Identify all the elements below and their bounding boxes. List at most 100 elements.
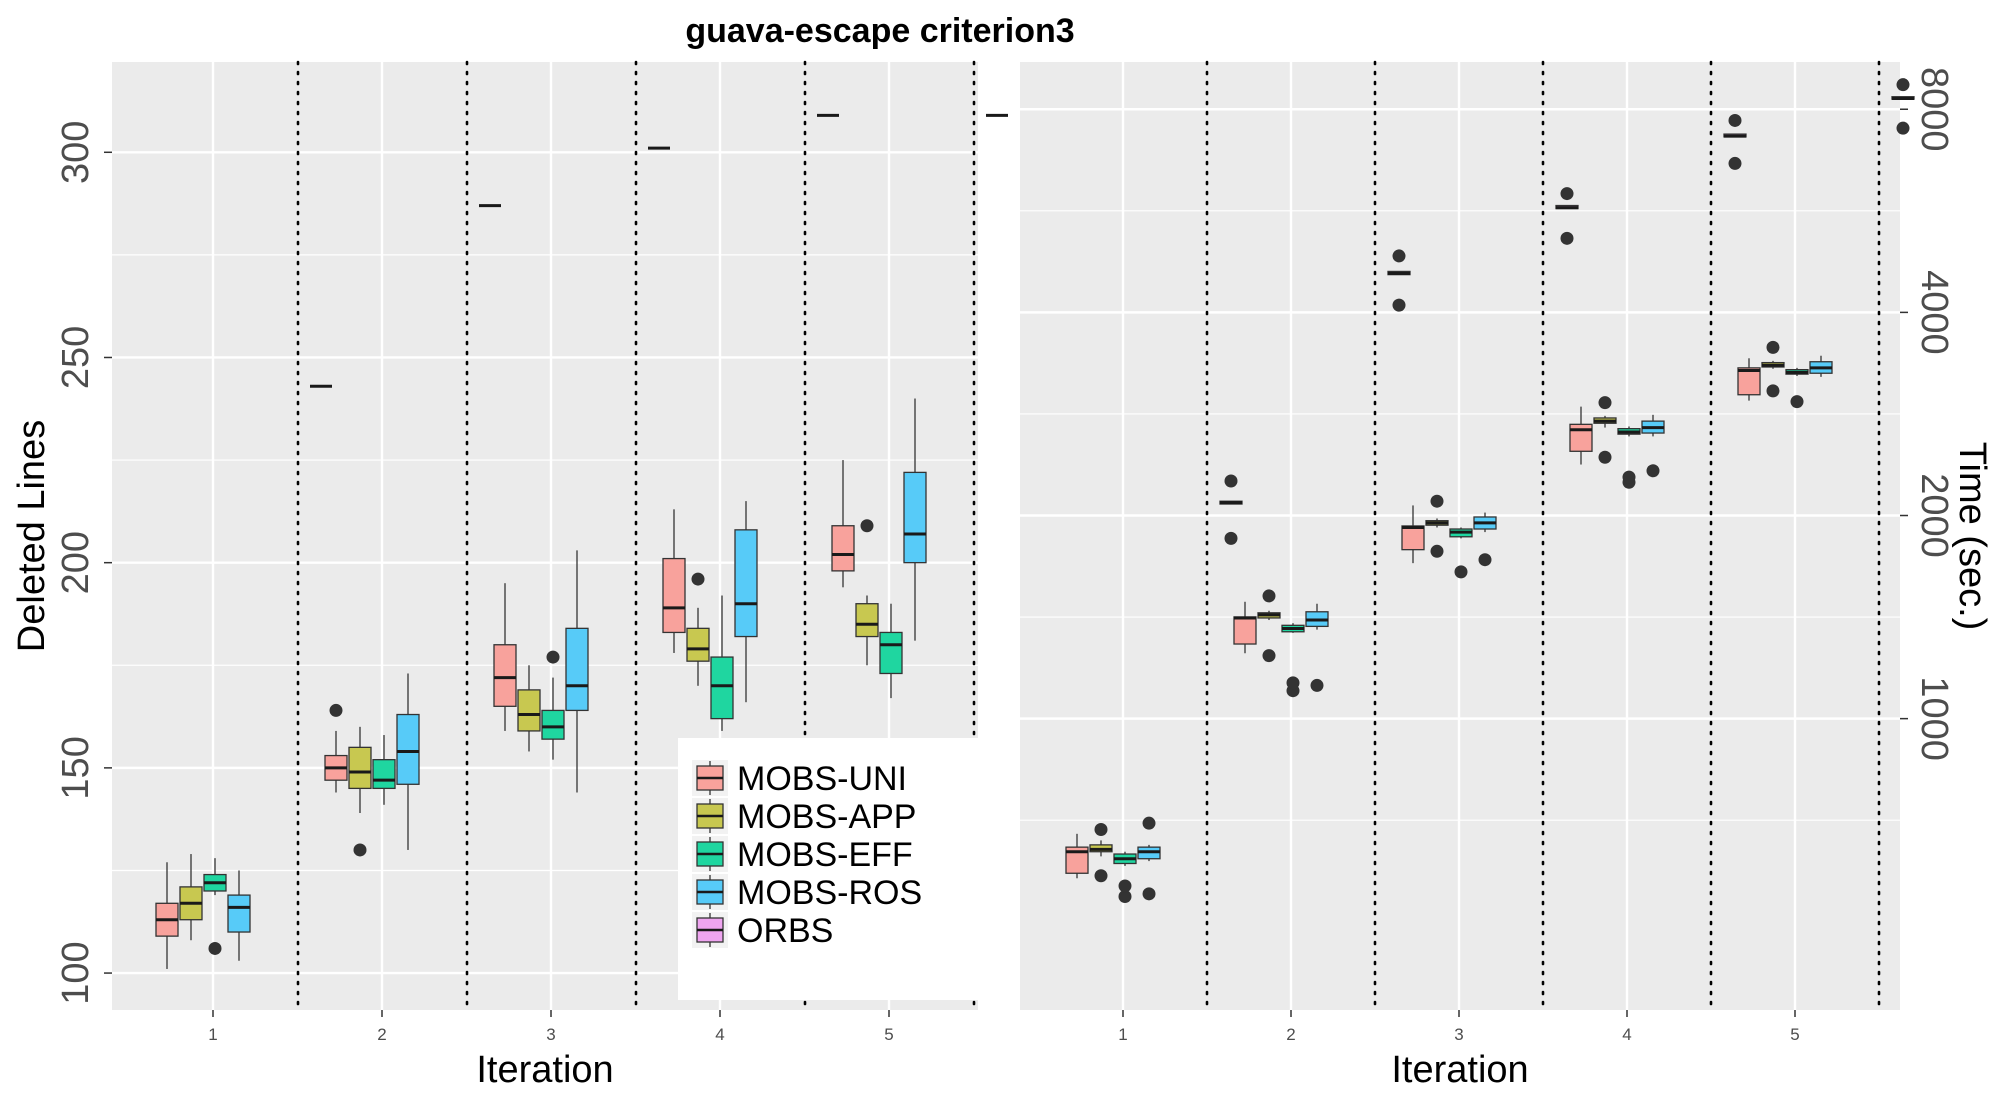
right-boxplots: [1065, 78, 1915, 904]
box-body: [227, 894, 251, 933]
y-tick-label: 4000: [1913, 270, 1955, 355]
boxplot: [227, 870, 251, 961]
x-tick-label: 5: [884, 1025, 893, 1044]
legend-label: MOBS-APP: [737, 798, 916, 836]
box-body: [1233, 616, 1257, 645]
boxplot: [565, 550, 589, 793]
outlier-point: [1478, 553, 1492, 567]
boxplot: [1785, 367, 1809, 409]
outlier-point: [1728, 156, 1742, 170]
outlier-point: [1896, 78, 1910, 92]
boxplot: [1137, 816, 1161, 901]
y-tick-label: 1000: [1913, 676, 1955, 761]
right-y-axis-ticks: 1000 2000 4000 8000: [1900, 67, 1955, 761]
outlier-point: [546, 650, 560, 664]
outlier-point: [1224, 531, 1238, 545]
left-y-axis-title: Deleted Lines: [11, 420, 53, 652]
outlier-point: [1766, 340, 1780, 354]
boxplot: [1569, 406, 1593, 465]
outlier-point: [1766, 384, 1780, 398]
outlier-point: [1094, 869, 1108, 883]
y-tick-label: 200: [55, 531, 97, 594]
box-body: [879, 631, 903, 675]
box-body: [734, 529, 758, 638]
outlier-point: [1790, 395, 1804, 409]
boxplot: [903, 398, 927, 641]
boxplot: [203, 858, 227, 955]
right-iteration-separators: [1205, 60, 1881, 1012]
legend-label: ORBS: [737, 912, 833, 950]
box-body: [565, 627, 589, 712]
boxplot: [517, 665, 541, 752]
boxplot: [1401, 505, 1425, 564]
outlier-point: [1430, 494, 1444, 508]
box-body: [855, 603, 879, 638]
boxplot: [1723, 113, 1747, 170]
y-tick-label: 150: [55, 736, 97, 799]
box-body: [493, 644, 517, 707]
legend-item: MOBS-UNI: [692, 760, 907, 798]
box-body: [1065, 846, 1089, 874]
outlier-point: [1142, 816, 1156, 830]
left-boxplots: [155, 113, 1008, 969]
legend-label: MOBS-ROS: [737, 874, 922, 912]
boxplot: [1449, 527, 1473, 579]
boxplot: [179, 854, 203, 941]
boxplot: [1809, 355, 1833, 377]
box-body: [1737, 367, 1761, 396]
box-body: [903, 471, 927, 564]
outlier-point: [1598, 396, 1612, 410]
outlier-point: [1392, 249, 1406, 263]
boxplot: [662, 509, 686, 653]
boxplot: [879, 603, 903, 699]
box-body: [831, 525, 855, 572]
outlier-point: [1224, 474, 1238, 488]
box-body: [710, 656, 734, 720]
outlier-point: [1896, 121, 1910, 135]
right-x-axis-title: Iteration: [1391, 1049, 1528, 1091]
outlier-point: [1560, 231, 1574, 245]
boxplot: [348, 726, 372, 857]
box-body: [662, 557, 686, 634]
boxplot: [1387, 249, 1411, 312]
boxplot: [372, 735, 396, 805]
boxplot: [1593, 396, 1617, 464]
outlier-point: [1728, 113, 1742, 127]
box-body: [348, 746, 372, 790]
outlier-point: [1094, 823, 1108, 837]
outlier-point: [353, 843, 367, 857]
outlier-point: [1262, 649, 1276, 663]
box-body: [396, 713, 420, 785]
x-tick-label: 4: [715, 1025, 724, 1044]
outlier-point: [691, 572, 705, 586]
y-tick-label: 300: [55, 121, 97, 184]
box-body: [517, 689, 541, 732]
boxplot: [1305, 603, 1329, 692]
x-tick-label: 2: [377, 1025, 386, 1044]
x-tick-label: 4: [1622, 1025, 1631, 1044]
outlier-point: [1622, 470, 1636, 484]
right-y-axis-title: Time (sec.): [1951, 442, 1993, 631]
boxplot: [710, 595, 734, 731]
outlier-point: [1392, 298, 1406, 312]
box-body: [372, 759, 396, 790]
boxplot: [686, 572, 710, 686]
right-x-axis-ticks: 1 2 3 4 5: [1118, 1010, 1800, 1044]
legend-item: MOBS-EFF: [692, 836, 913, 874]
boxplot: [1425, 494, 1449, 558]
boxplot: [1257, 589, 1281, 663]
legend-background: [678, 738, 992, 1000]
boxplot: [1065, 833, 1089, 879]
x-tick-label: 1: [208, 1025, 217, 1044]
legend-label: MOBS-UNI: [737, 760, 907, 798]
x-tick-label: 3: [546, 1025, 555, 1044]
outlier-point: [1118, 879, 1132, 893]
boxplot: [1737, 358, 1761, 401]
boxplot: [1219, 474, 1243, 545]
outlier-point: [1262, 589, 1276, 603]
boxplot: [1891, 78, 1915, 135]
outlier-point: [1118, 890, 1132, 904]
x-tick-label: 1: [1118, 1025, 1127, 1044]
